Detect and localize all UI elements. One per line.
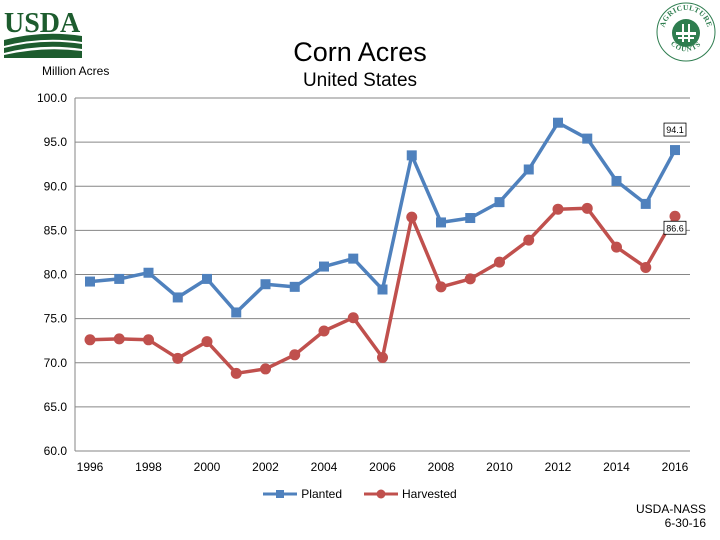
x-tick-label: 1996 — [77, 460, 104, 474]
x-tick-label: 1998 — [135, 460, 162, 474]
data-point-harvested — [347, 312, 359, 324]
data-point-planted — [143, 267, 154, 278]
data-point-planted — [523, 164, 534, 175]
x-tick-label: 2002 — [252, 460, 279, 474]
data-point-planted — [260, 279, 271, 290]
series-line-planted — [89, 120, 677, 315]
data-point-planted — [348, 253, 359, 264]
data-point-planted — [319, 261, 329, 272]
chart-title: Corn Acres — [293, 37, 427, 67]
y-tick-label: 100.0 — [37, 91, 67, 105]
data-point-planted — [406, 150, 417, 161]
x-tick-label: 2016 — [662, 460, 689, 474]
chart-subtitle: United States — [302, 70, 418, 91]
data-point-planted — [172, 292, 183, 303]
data-point-harvested — [640, 261, 652, 273]
svg-text:COUNTS: COUNTS — [669, 40, 703, 54]
y-axis-label: Million Acres — [42, 64, 110, 78]
data-point-planted — [231, 307, 242, 318]
usda-logo-text: USDA — [4, 8, 81, 39]
data-point-harvested — [143, 334, 154, 346]
data-label-box-planted — [663, 122, 687, 137]
source-line-1: USDA-NASS — [635, 502, 706, 516]
data-label-planted: 94.1 — [666, 125, 684, 135]
data-point-planted — [436, 217, 446, 228]
data-point-harvested — [669, 210, 681, 222]
legend-label-harvested: Harvested — [402, 487, 457, 501]
data-point-planted — [202, 273, 212, 284]
data-point-planted — [377, 284, 388, 295]
x-tick-label: 2014 — [603, 460, 630, 474]
data-point-harvested — [113, 333, 125, 345]
agriculture-counts-logo: AGRICULTURE COUNTS — [656, 2, 716, 62]
y-tick-label: 60.0 — [44, 444, 68, 458]
legend-swatch-planted — [263, 490, 298, 498]
y-tick-label: 75.0 — [44, 312, 68, 326]
data-point-planted — [553, 117, 563, 128]
data-point-harvested — [552, 203, 564, 215]
y-tick-label: 70.0 — [44, 356, 68, 370]
data-point-planted — [582, 133, 593, 144]
legend-swatch-harvested — [364, 489, 398, 499]
data-point-harvested — [289, 349, 301, 361]
source-line-2: 6-30-16 — [664, 516, 706, 530]
data-point-planted — [85, 276, 95, 287]
data-label-harvested: 86.6 — [666, 223, 684, 233]
data-point-harvested — [611, 241, 622, 253]
legend: Planted Harvested — [0, 487, 720, 501]
data-point-harvested — [523, 234, 535, 246]
data-point-harvested — [581, 202, 593, 214]
y-tick-label: 90.0 — [44, 179, 68, 193]
data-point-planted — [611, 175, 622, 186]
source-note: USDA-NASS 6-30-16 — [636, 502, 706, 530]
x-tick-label: 2010 — [486, 460, 513, 474]
data-point-harvested — [84, 334, 96, 346]
x-tick-label: 2000 — [194, 460, 221, 474]
x-tick-label: 2004 — [311, 460, 338, 474]
y-tick-label: 85.0 — [44, 223, 68, 237]
data-point-harvested — [260, 363, 271, 375]
data-point-planted — [114, 273, 125, 284]
data-point-planted — [289, 281, 300, 292]
legend-label-planted: Planted — [301, 487, 342, 501]
x-tick-label: 2012 — [545, 460, 572, 474]
data-point-harvested — [435, 281, 447, 293]
x-tick-label: 2008 — [428, 460, 455, 474]
y-tick-label: 95.0 — [44, 135, 68, 149]
data-point-harvested — [377, 351, 388, 363]
data-point-harvested — [318, 325, 330, 337]
legend-item-harvested: Harvested — [364, 487, 457, 501]
data-point-planted — [494, 197, 505, 208]
data-point-harvested — [494, 256, 505, 268]
y-tick-label: 80.0 — [44, 268, 68, 282]
data-point-harvested — [230, 367, 242, 379]
x-tick-label: 2006 — [369, 460, 396, 474]
data-label-box-harvested — [663, 220, 687, 235]
usda-logo: USDA — [4, 8, 82, 58]
data-point-harvested — [464, 273, 476, 285]
data-point-harvested — [201, 336, 213, 348]
data-point-harvested — [406, 211, 418, 223]
y-tick-label: 65.0 — [44, 400, 68, 414]
legend-item-planted: Planted — [263, 487, 342, 501]
data-point-harvested — [172, 352, 184, 364]
data-point-planted — [640, 198, 651, 209]
data-point-planted — [670, 145, 680, 156]
data-point-planted — [465, 213, 476, 224]
